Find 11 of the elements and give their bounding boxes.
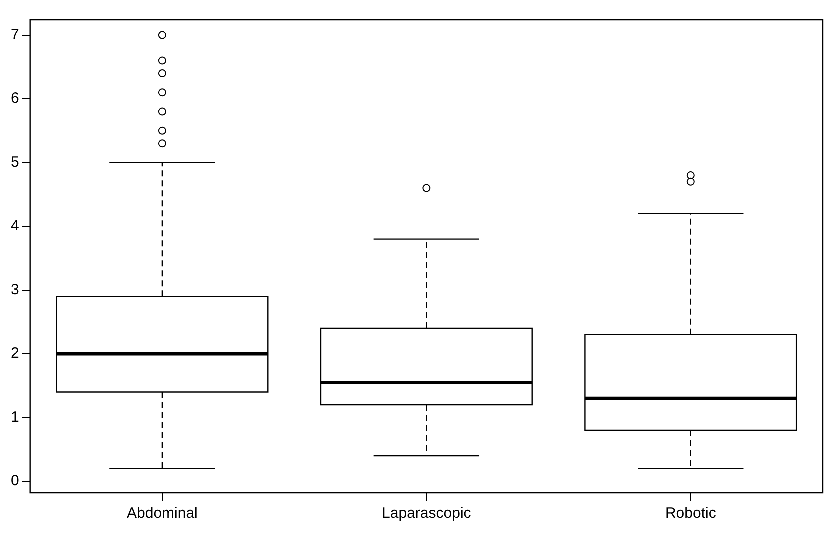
- x-tick-label: Robotic: [665, 505, 717, 522]
- y-tick-label: 1: [11, 408, 20, 426]
- y-tick-label: 2: [11, 345, 20, 362]
- y-tick-label: 0: [11, 472, 20, 490]
- y-tick-label: 5: [11, 154, 20, 171]
- y-tick-label: 4: [11, 218, 20, 235]
- y-tick-label: 7: [11, 26, 20, 44]
- y-tick-label: 6: [11, 90, 20, 108]
- y-tick-label: 3: [11, 281, 20, 298]
- x-tick-label: Abdominal: [127, 505, 198, 522]
- x-tick-label: Laparascopic: [382, 505, 472, 522]
